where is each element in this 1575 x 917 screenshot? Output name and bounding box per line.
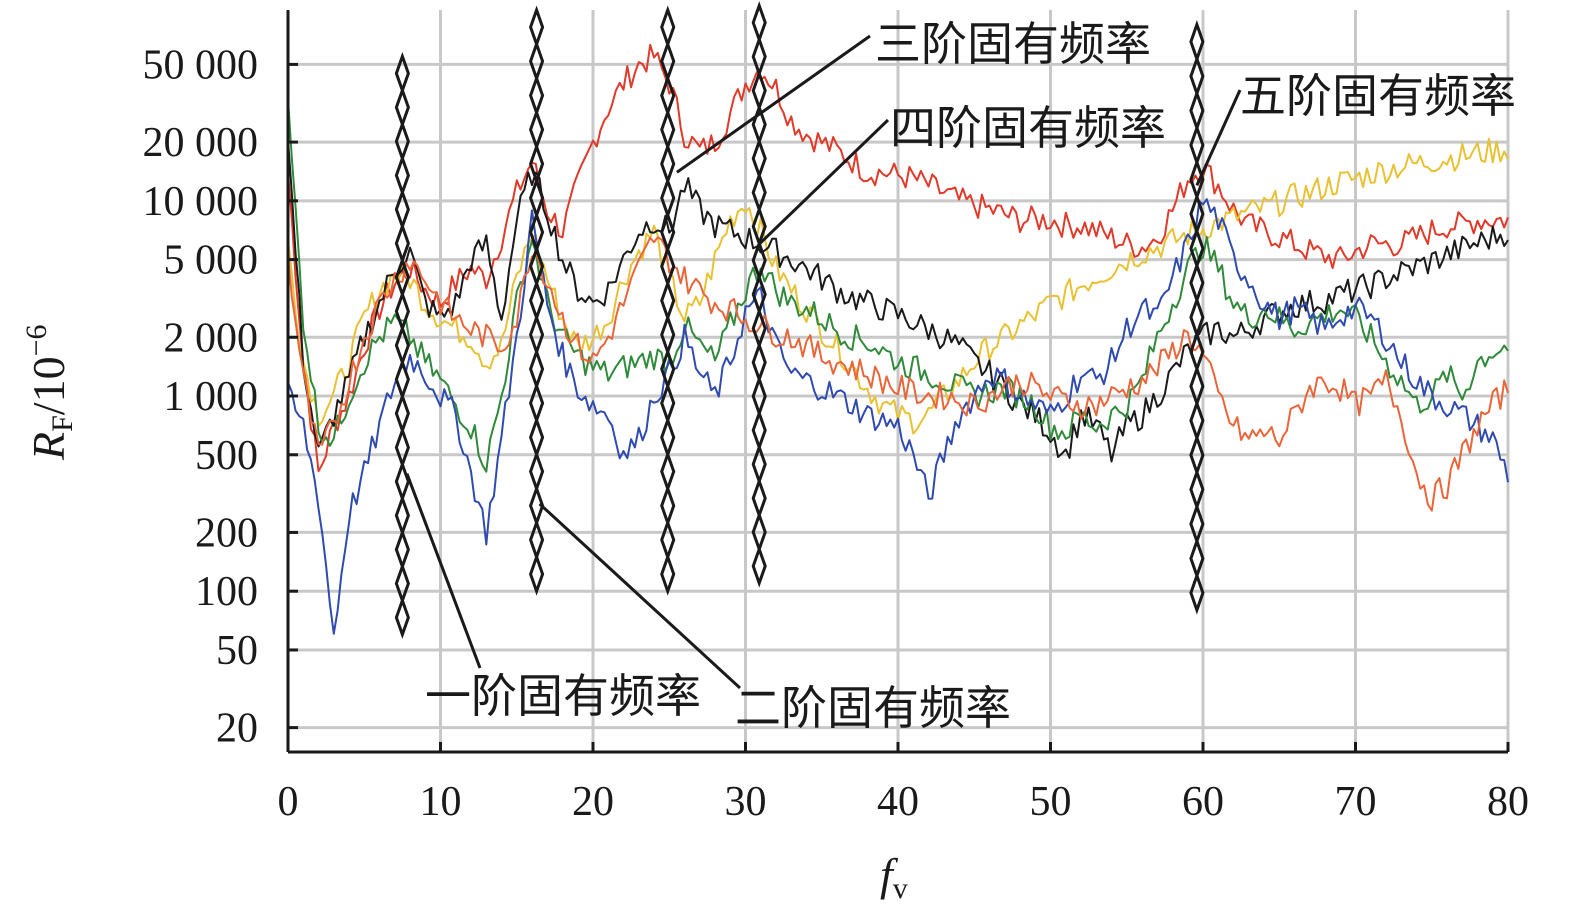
marker-chain-2 xyxy=(660,5,676,596)
x-axis-title: fv xyxy=(880,849,908,905)
grid xyxy=(288,10,1510,752)
series-group xyxy=(287,43,1509,635)
marker-chain-1 xyxy=(528,5,545,596)
x-tick-labels: 0 10 20 30 40 50 60 70 80 xyxy=(278,779,1530,825)
annotation-label-second: 二阶固有频率 xyxy=(735,681,1011,735)
annotation-label-third: 三阶固有频率 xyxy=(875,17,1151,71)
annotation-label-fifth: 五阶固有频率 xyxy=(1240,69,1516,123)
x-tick-label-0: 0 xyxy=(278,779,299,825)
x-tick-label-6: 60 xyxy=(1182,779,1224,825)
y-tick-label-5: 1 000 xyxy=(164,374,259,420)
leader-line-third xyxy=(676,34,871,174)
series-line-4 xyxy=(287,198,1509,635)
marker-chain-0 xyxy=(394,51,410,639)
leader-line-fourth xyxy=(758,118,890,246)
x-tick-label-4: 40 xyxy=(877,779,919,825)
y-axis-title-exp: −6 xyxy=(20,325,53,357)
y-axis-title-main: R xyxy=(23,432,74,461)
y-tick-label-2: 100 xyxy=(195,569,258,615)
y-tick-label-7: 5 000 xyxy=(164,238,259,284)
annotation-label-first: 一阶固有频率 xyxy=(425,669,701,723)
annotation-label-fourth: 四阶固有频率 xyxy=(890,101,1166,155)
axes xyxy=(286,10,1510,754)
x-tick-label-8: 80 xyxy=(1487,779,1529,825)
y-axis-title-sub: F xyxy=(46,415,79,432)
y-axis-title-unit: /10 xyxy=(23,356,74,415)
y-tick-label-8: 10 000 xyxy=(143,179,259,225)
y-tick-label-10: 50 000 xyxy=(143,42,259,88)
x-tick-label-7: 70 xyxy=(1335,779,1377,825)
y-tick-label-3: 200 xyxy=(195,510,258,556)
leader-line-first xyxy=(405,473,482,669)
leader-line-fifth xyxy=(1195,89,1242,186)
leader-line-second xyxy=(538,502,742,690)
y-tick-label-9: 20 000 xyxy=(143,120,259,166)
x-tick-label-1: 10 xyxy=(420,779,462,825)
x-axis-title-sub: v xyxy=(893,872,908,905)
marker-chain-4 xyxy=(1189,20,1205,615)
marker-chain-3 xyxy=(751,1,767,588)
y-tick-label-4: 500 xyxy=(195,433,258,479)
natural-frequency-markers xyxy=(394,1,1205,639)
series-line-2 xyxy=(287,139,1509,463)
y-tick-label-0: 20 xyxy=(216,706,258,752)
annotation-leaders xyxy=(405,34,1242,690)
x-tick-label-2: 20 xyxy=(572,779,614,825)
y-tick-label-1: 50 xyxy=(216,628,258,674)
y-axis-title: RF/10−6 xyxy=(20,325,79,462)
y-tick-labels: 20 50 100 200 500 1 000 2 000 5 000 10 000 20 000… xyxy=(143,42,259,751)
y-tick-label-6: 2 000 xyxy=(164,315,259,361)
series-line-5 xyxy=(287,236,1509,512)
series-line-3 xyxy=(287,98,1509,473)
x-tick-label-5: 50 xyxy=(1030,779,1072,825)
x-tick-label-3: 30 xyxy=(725,779,767,825)
